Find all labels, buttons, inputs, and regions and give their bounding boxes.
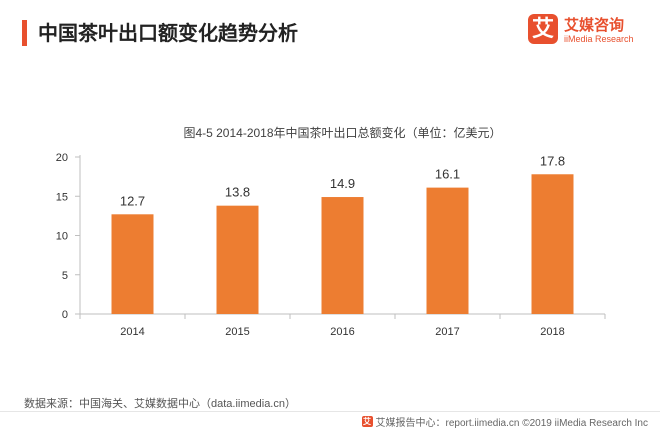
data-label-2016: 14.9: [330, 176, 355, 191]
y-tick-label: 20: [56, 152, 68, 164]
x-tick-label-2015: 2015: [225, 326, 249, 338]
title-accent-bar: [22, 20, 27, 46]
bar-2017: [426, 187, 469, 314]
bar-2018: [531, 174, 574, 314]
y-tick-label: 0: [62, 309, 68, 321]
brand-name-cn: 艾媒咨询: [564, 17, 625, 34]
y-tick-label: 5: [62, 270, 68, 282]
bar-2015: [216, 205, 259, 314]
footer-credit: 艾 艾媒报告中心：report.iimedia.cn ©2019 iiMedia…: [361, 414, 648, 429]
x-tick-label-2014: 2014: [120, 326, 144, 338]
data-label-2014: 12.7: [120, 193, 145, 208]
footer-logo-icon: 艾: [361, 416, 373, 427]
bar-2014: [111, 214, 154, 314]
y-tick-label: 10: [56, 231, 68, 243]
data-label-2017: 16.1: [435, 167, 460, 182]
x-tick-label-2017: 2017: [435, 326, 459, 338]
bar-2016: [321, 197, 364, 314]
brand-logo: 艾 艾媒咨询 iiMedia Research: [528, 12, 646, 52]
chart-title: 图4-5 2014-2018年中国茶叶出口总额变化（单位：亿美元）: [183, 125, 501, 140]
data-label-2018: 17.8: [540, 153, 565, 168]
x-tick-label-2018: 2018: [540, 326, 564, 338]
bar-chart: 图4-5 2014-2018年中国茶叶出口总额变化（单位：亿美元） 0 5 10 15 2…: [56, 125, 606, 338]
x-tick-label-2016: 2016: [330, 326, 354, 338]
page-title: 中国茶叶出口额变化趋势分析: [38, 23, 298, 45]
y-tick-label: 15: [56, 191, 68, 203]
data-label-2015: 13.8: [225, 185, 250, 200]
data-source-note: 数据来源：中国海关、艾媒数据中心（data.iimedia.cn）: [24, 398, 296, 410]
footer-credit-text: 艾媒报告中心：report.iimedia.cn ©2019 iiMedia R…: [375, 418, 648, 429]
brand-mark-icon: 艾: [528, 14, 558, 44]
brand-name-en: iiMedia Research: [564, 34, 634, 44]
footer-divider: [0, 411, 660, 412]
